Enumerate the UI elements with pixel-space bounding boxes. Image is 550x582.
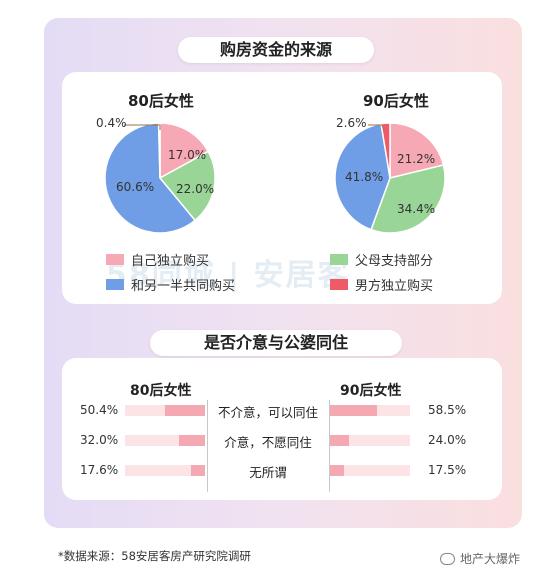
bar80-value: 50.4% [80, 403, 119, 417]
pie90-slice-self [389, 122, 445, 179]
pie-90-title: 90后女性 [363, 92, 429, 110]
bar-90-title: 90后女性 [340, 383, 402, 399]
bar80-fill [179, 435, 205, 446]
pie90-slice-parents [370, 164, 446, 234]
pie90-label-parents: 34.4% [397, 202, 436, 216]
pie80-label-self: 17.0% [168, 148, 207, 162]
legend-label-self: 自己独立购买 [131, 254, 210, 269]
legend-item-parents: 父母支持部分 [330, 250, 433, 269]
section1-title: 购房资金的来源 [178, 37, 374, 63]
pie90-leader-line [368, 124, 385, 131]
bar80-value: 32.0% [80, 433, 119, 447]
bar90-fill [330, 465, 344, 476]
legend-swatch-self [106, 254, 124, 265]
bar90-fill [330, 435, 350, 446]
pie80-slice-male [157, 122, 161, 179]
pie90-label-male: 2.6% [336, 116, 367, 130]
legend-swatch-parents [330, 254, 348, 265]
legend-item-male: 男方独立购买 [330, 275, 433, 294]
bar80-track [125, 465, 205, 476]
cohabitation-panel [62, 358, 502, 500]
section2-title: 是否介意与公婆同住 [150, 330, 402, 356]
legend-swatch-male [330, 279, 348, 290]
pie80-slice-parents [158, 150, 216, 222]
legend-label-male: 男方独立购买 [355, 279, 434, 294]
bar-category-label: 无所谓 [249, 465, 287, 480]
pie90-label-self: 21.2% [397, 152, 436, 166]
bar90-track [330, 435, 410, 446]
pie80-leader-line [124, 124, 161, 130]
bar90-track [330, 465, 410, 476]
bar80-fill [190, 465, 205, 476]
bar90-track [330, 405, 410, 416]
pie80-label-male: 0.4% [96, 116, 127, 130]
watermark: 58同城 | 安居客 [106, 258, 350, 293]
bar90-value: 17.5% [428, 463, 467, 477]
bar90-fill [330, 405, 377, 416]
pie80-label-parents: 22.0% [176, 182, 215, 196]
wechat-icon [440, 552, 455, 565]
bar-category-label: 介意，不愿同住 [224, 435, 312, 450]
bar-80-title: 80后女性 [130, 383, 192, 399]
divider-right [329, 400, 330, 492]
pie80-label-joint: 60.6% [116, 180, 155, 194]
bar90-value: 58.5% [428, 403, 467, 417]
bar90-value: 24.0% [428, 433, 467, 447]
divider-left [207, 400, 208, 492]
bar80-fill [164, 405, 205, 416]
pie-80-title: 80后女性 [128, 92, 194, 110]
legend-label-joint: 和另一半共同购买 [131, 279, 236, 294]
legend-item-joint: 和另一半共同购买 [106, 275, 235, 294]
bar80-value: 17.6% [80, 463, 119, 477]
pie80-slice-joint [104, 122, 197, 234]
bar80-track [125, 405, 205, 416]
data-source-note: *数据来源：58安居客房产研究院调研 [58, 549, 251, 563]
wechat-account: 地产大爆炸 [440, 550, 520, 567]
legend-swatch-joint [106, 279, 124, 290]
pie90-label-joint: 41.8% [345, 170, 384, 184]
pie90-slice-joint [334, 122, 391, 231]
bar80-track [125, 435, 205, 446]
pie90-slice-male [380, 122, 391, 179]
bar-category-label: 不介意，可以同住 [217, 405, 318, 420]
pie80-slice-self [159, 122, 210, 180]
legend-item-self: 自己独立购买 [106, 250, 209, 269]
legend-label-parents: 父母支持部分 [355, 254, 434, 269]
wechat-label: 地产大爆炸 [460, 552, 521, 566]
